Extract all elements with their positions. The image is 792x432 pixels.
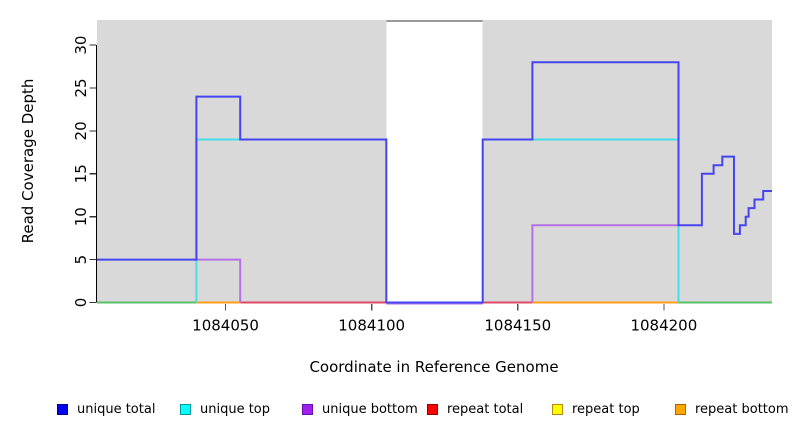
legend-item-unique-total: unique total: [57, 402, 155, 417]
legend: unique total unique top unique bottom repea…: [0, 396, 792, 426]
legend-item-repeat-top: repeat top: [552, 402, 640, 417]
legend-swatch-icon: [675, 404, 686, 415]
legend-swatch-icon: [180, 404, 191, 415]
legend-label: unique top: [200, 402, 271, 417]
series-line-unique-bottom: [531, 224, 679, 303]
y-tick-label: 0: [72, 298, 90, 308]
series-line-unique-bottom: [196, 258, 242, 303]
masked-region: [386, 20, 483, 304]
legend-label: repeat top: [572, 402, 640, 417]
legend-item-repeat-bottom: repeat bottom: [675, 402, 789, 417]
legend-swatch-icon: [57, 404, 68, 415]
legend-item-unique-top: unique top: [180, 402, 270, 417]
y-tick-label: 5: [72, 255, 90, 265]
legend-item-unique-bottom: unique bottom: [302, 402, 418, 417]
x-tick-label: 1084050: [192, 317, 259, 335]
y-tick-label: 10: [72, 207, 90, 226]
y-axis-title: Read Coverage Depth: [19, 79, 37, 244]
legend-label: repeat total: [447, 402, 524, 417]
x-axis-title: Coordinate in Reference Genome: [309, 358, 558, 376]
legend-swatch-icon: [552, 404, 563, 415]
y-tick-label: 25: [72, 78, 90, 97]
coverage-chart: 0 5 10 15 20 25 30 1084050 1084100 1084150 1084200…: [19, 20, 772, 376]
legend-label: unique bottom: [322, 402, 418, 417]
y-tick-label: 20: [72, 121, 90, 140]
x-tick-label: 1084100: [338, 317, 405, 335]
legend-swatch-icon: [302, 404, 313, 415]
x-tick-label: 1084200: [630, 317, 697, 335]
x-tick-label: 1084150: [484, 317, 551, 335]
series-line-unique-total: [97, 61, 772, 304]
y-tick-label: 15: [72, 164, 90, 183]
chart-dynamic-layer: 0 5 10 15 20 25 30 1084050 1084100 1084150 1084200: [72, 20, 772, 335]
legend-label: unique total: [77, 402, 156, 417]
y-tick-label: 30: [72, 36, 90, 55]
legend-swatch-icon: [427, 404, 438, 415]
legend-item-repeat-total: repeat total: [427, 402, 523, 417]
legend-label: repeat bottom: [695, 402, 789, 417]
